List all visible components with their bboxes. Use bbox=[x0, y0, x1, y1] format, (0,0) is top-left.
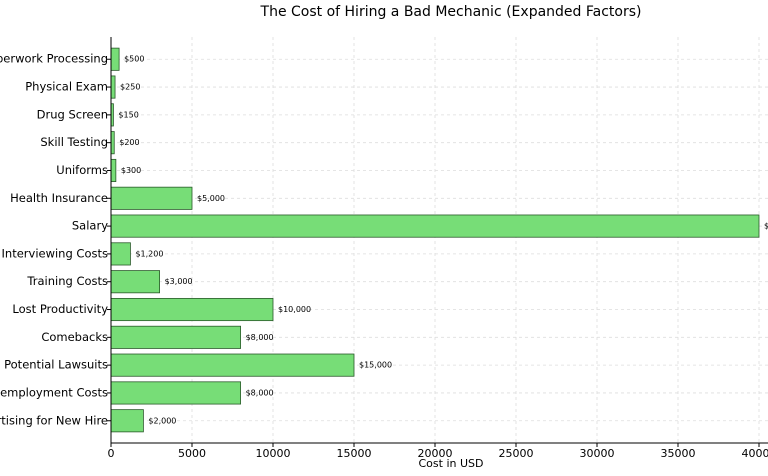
bar bbox=[110, 270, 160, 294]
bar bbox=[110, 325, 242, 349]
value-label: $10,000 bbox=[278, 305, 311, 314]
value-label: $3,000 bbox=[165, 277, 193, 286]
bar bbox=[110, 186, 193, 210]
value-label: $300 bbox=[121, 166, 141, 175]
x-tick-label: 35000 bbox=[661, 447, 696, 460]
x-tick-label: 0 bbox=[108, 447, 115, 460]
x-tick-label: 40000 bbox=[742, 447, 768, 460]
y-tick-label: Potential Lawsuits bbox=[4, 358, 108, 372]
value-label: $1,200 bbox=[135, 249, 163, 258]
bar bbox=[110, 47, 120, 71]
y-tick-label: Interviewing Costs bbox=[2, 246, 108, 260]
bar bbox=[110, 353, 355, 377]
x-tick-label: 5000 bbox=[178, 447, 206, 460]
bar bbox=[110, 214, 760, 238]
value-label: $8,000 bbox=[246, 333, 274, 342]
chart-title: The Cost of Hiring a Bad Mechanic (Expan… bbox=[260, 4, 642, 20]
x-tick-label: 10000 bbox=[256, 447, 291, 460]
y-tick-label: Uniforms bbox=[56, 163, 108, 177]
y-tick-label: Salary bbox=[72, 219, 108, 233]
bar bbox=[110, 381, 242, 405]
y-tick-label: Advertising for New Hire bbox=[0, 413, 108, 427]
value-label: $200 bbox=[119, 138, 139, 147]
value-label: $5,000 bbox=[197, 194, 225, 203]
bar bbox=[110, 297, 274, 322]
value-label: $2,000 bbox=[148, 416, 176, 425]
y-tick-label: Lost Productivity bbox=[12, 302, 108, 316]
y-tick-label: Paperwork Processing bbox=[0, 52, 108, 66]
value-label: $150 bbox=[118, 110, 138, 119]
bar bbox=[110, 409, 144, 433]
value-label: $15,000 bbox=[359, 361, 392, 370]
y-tick-label: Physical Exam bbox=[25, 80, 108, 94]
y-tick-label: Skill Testing bbox=[40, 135, 108, 149]
x-tick-label: 25000 bbox=[499, 447, 534, 460]
bar bbox=[110, 158, 117, 183]
y-tick-label: Comebacks bbox=[41, 330, 108, 344]
y-tick-label: Training Costs bbox=[26, 274, 108, 288]
y-tick-label: Drug Screen bbox=[37, 107, 108, 121]
value-label: $500 bbox=[124, 55, 144, 64]
x-tick-label: 15000 bbox=[337, 447, 372, 460]
y-tick-label: Unemployment Costs bbox=[0, 385, 108, 399]
x-axis-label: Cost in USD bbox=[419, 457, 484, 470]
bar bbox=[110, 75, 116, 99]
value-label: $8,000 bbox=[246, 388, 274, 397]
bar bbox=[110, 242, 131, 266]
value-label: $40,000 bbox=[764, 222, 768, 231]
x-tick-label: 30000 bbox=[580, 447, 615, 460]
y-tick-label: Health Insurance bbox=[10, 191, 108, 205]
value-label: $250 bbox=[120, 83, 140, 92]
x-tick-label: 20000 bbox=[418, 447, 453, 460]
